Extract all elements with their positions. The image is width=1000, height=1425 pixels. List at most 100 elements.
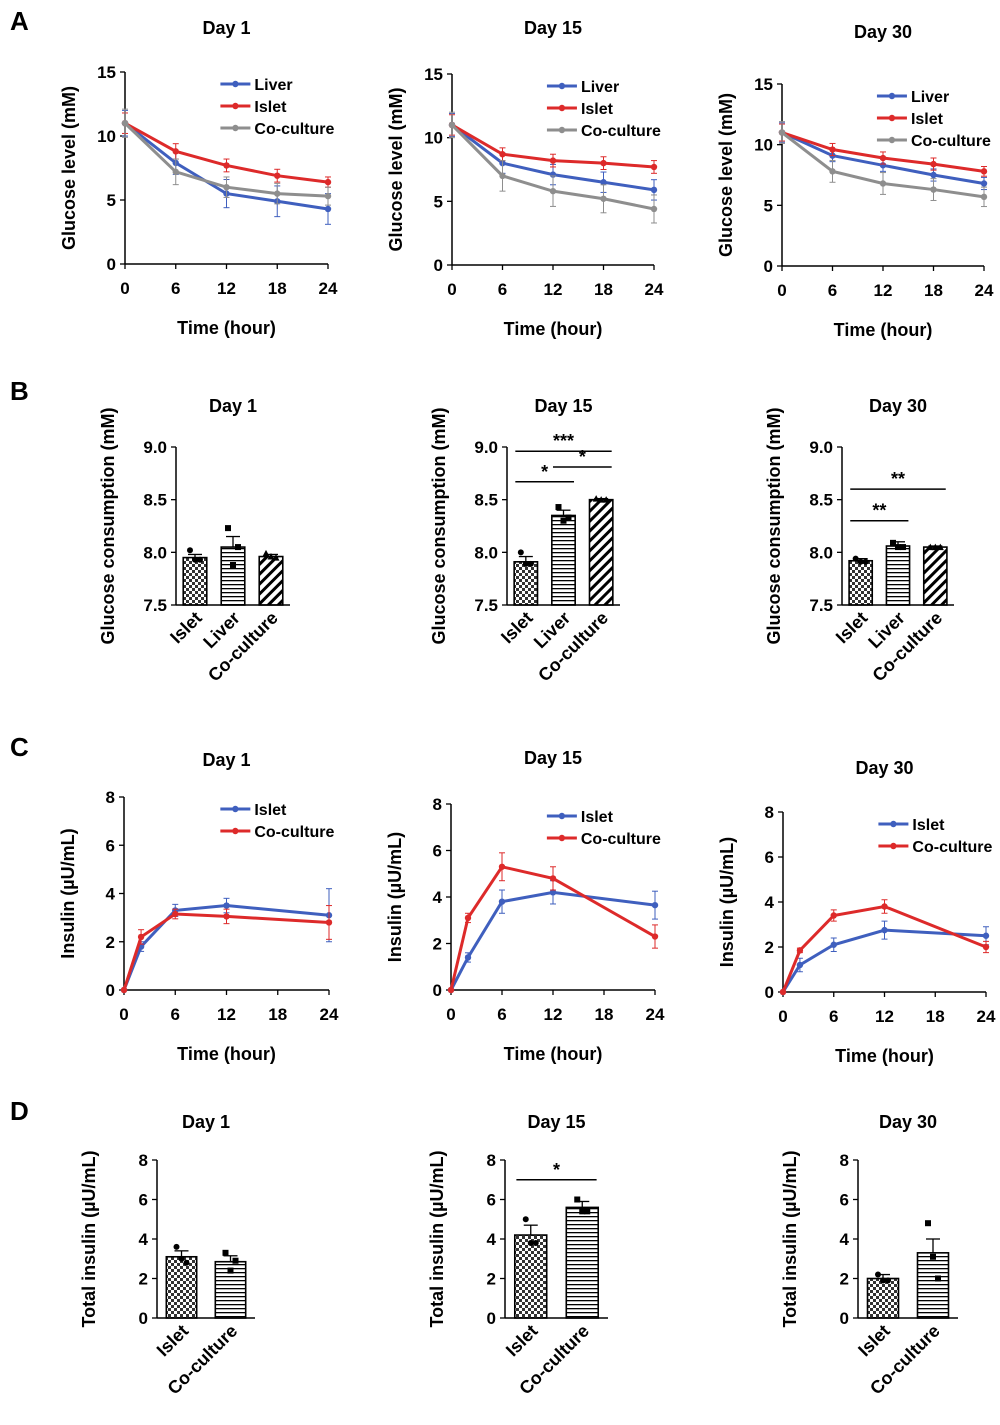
data-point <box>172 168 179 176</box>
data-point <box>499 151 506 158</box>
dot-point <box>178 1255 185 1262</box>
series-line <box>449 890 656 991</box>
data-point <box>549 187 557 195</box>
x-tick-label: 18 <box>268 1005 287 1024</box>
legend-marker <box>232 124 239 132</box>
legend-label: Liver <box>254 77 292 94</box>
data-point <box>447 986 455 994</box>
legend-marker <box>558 104 566 112</box>
y-tick-label: 8.5 <box>809 491 833 510</box>
data-point <box>651 933 659 940</box>
y-tick-label: 5 <box>764 196 773 215</box>
data-point <box>464 914 472 922</box>
significance-label: *** <box>553 431 574 451</box>
chart-title: Day 30 <box>854 22 912 42</box>
chart-title: Day 15 <box>534 396 592 416</box>
x-tick-label: 24 <box>975 281 994 300</box>
y-tick-label: 8 <box>106 788 115 807</box>
x-tick-label: 18 <box>926 1007 945 1026</box>
triangle-point <box>262 549 270 557</box>
significance-label: * <box>553 1160 560 1180</box>
data-point <box>121 120 129 127</box>
y-tick-label: 2 <box>840 1270 849 1289</box>
chart-title: Day 1 <box>202 18 250 38</box>
x-axis-title: Time (hour) <box>504 1044 603 1064</box>
legend-marker <box>232 827 239 835</box>
dot-point <box>885 1277 891 1284</box>
legend-item: Co-culture <box>546 123 661 140</box>
category-label: Islet <box>832 608 872 648</box>
y-tick-label: 2 <box>765 938 774 957</box>
category-label: Islet <box>854 1321 894 1361</box>
legend-marker <box>888 92 896 100</box>
x-tick-label: 6 <box>171 279 180 298</box>
dot-point <box>532 1239 539 1246</box>
data-point <box>223 902 230 909</box>
x-tick-label: 12 <box>217 1005 236 1024</box>
x-axis-title: Time (hour) <box>504 319 603 339</box>
data-point <box>879 154 887 162</box>
y-tick-label: 7.5 <box>474 596 498 615</box>
x-tick-label: 12 <box>544 280 563 299</box>
y-tick-label: 7.5 <box>143 596 167 615</box>
y-tick-label: 0 <box>487 1309 496 1328</box>
y-tick-label: 10 <box>424 129 443 148</box>
square-point <box>925 1220 931 1227</box>
y-tick-label: 0 <box>139 1309 148 1328</box>
legend-item: Islet <box>546 101 614 118</box>
chart-title: Day 30 <box>879 1112 937 1132</box>
significance-label: * <box>541 462 548 482</box>
triangle-point <box>597 496 605 503</box>
y-tick-label: 6 <box>840 1191 849 1210</box>
series-line <box>781 904 987 993</box>
bar-liver <box>551 514 576 606</box>
panel-letter-c: C <box>10 732 29 762</box>
bar-liver <box>885 545 911 606</box>
square-point <box>579 1208 586 1215</box>
chart-title: Day 30 <box>855 758 913 778</box>
y-axis-title: Glucose level (mM) <box>386 87 406 251</box>
legend-marker <box>888 114 896 122</box>
square-point <box>565 514 572 521</box>
chart-b2: Day 157.58.08.59.0IsletLiverCo-cultureGl… <box>429 396 620 685</box>
data-point <box>881 926 888 934</box>
bar-islet <box>182 556 208 606</box>
data-point <box>549 157 557 164</box>
chart-title: Day 15 <box>524 18 582 38</box>
bar-islet <box>513 561 539 606</box>
x-tick-label: 18 <box>595 1005 614 1024</box>
dot-point <box>527 1239 534 1246</box>
legend-item: Co-culture <box>546 831 661 848</box>
y-tick-label: 10 <box>97 127 116 146</box>
data-point <box>830 941 837 948</box>
data-point <box>879 180 887 187</box>
data-point <box>324 178 332 186</box>
legend-item: Islet <box>878 817 945 834</box>
x-tick-label: 12 <box>217 279 236 298</box>
data-point <box>650 163 658 171</box>
y-tick-label: 8 <box>487 1151 496 1170</box>
y-tick-label: 0 <box>764 257 773 276</box>
y-tick-label: 0 <box>434 256 443 275</box>
y-tick-label: 4 <box>106 885 116 904</box>
legend-item: Liver <box>220 77 293 94</box>
square-point <box>230 561 236 568</box>
y-tick-label: 5 <box>434 192 443 211</box>
chart-title: Day 1 <box>202 750 250 770</box>
y-axis-title: Total insulin (µU/mL) <box>427 1150 447 1327</box>
data-point <box>600 159 607 167</box>
legend-item: Liver <box>876 89 949 106</box>
bar-islet <box>866 1277 900 1319</box>
legend-marker <box>232 805 239 813</box>
category-label: Islet <box>502 1321 542 1361</box>
chart-title: Day 15 <box>524 748 582 768</box>
square-point <box>555 504 562 511</box>
data-point <box>325 919 333 926</box>
triangle-point <box>592 495 600 502</box>
chart-a2: Day 15 0 5 10 15 0 6 12 18 24 Time (hour) Glucose l… <box>386 18 664 339</box>
triangle-point <box>926 543 934 551</box>
y-tick-label: 8.5 <box>474 491 498 510</box>
